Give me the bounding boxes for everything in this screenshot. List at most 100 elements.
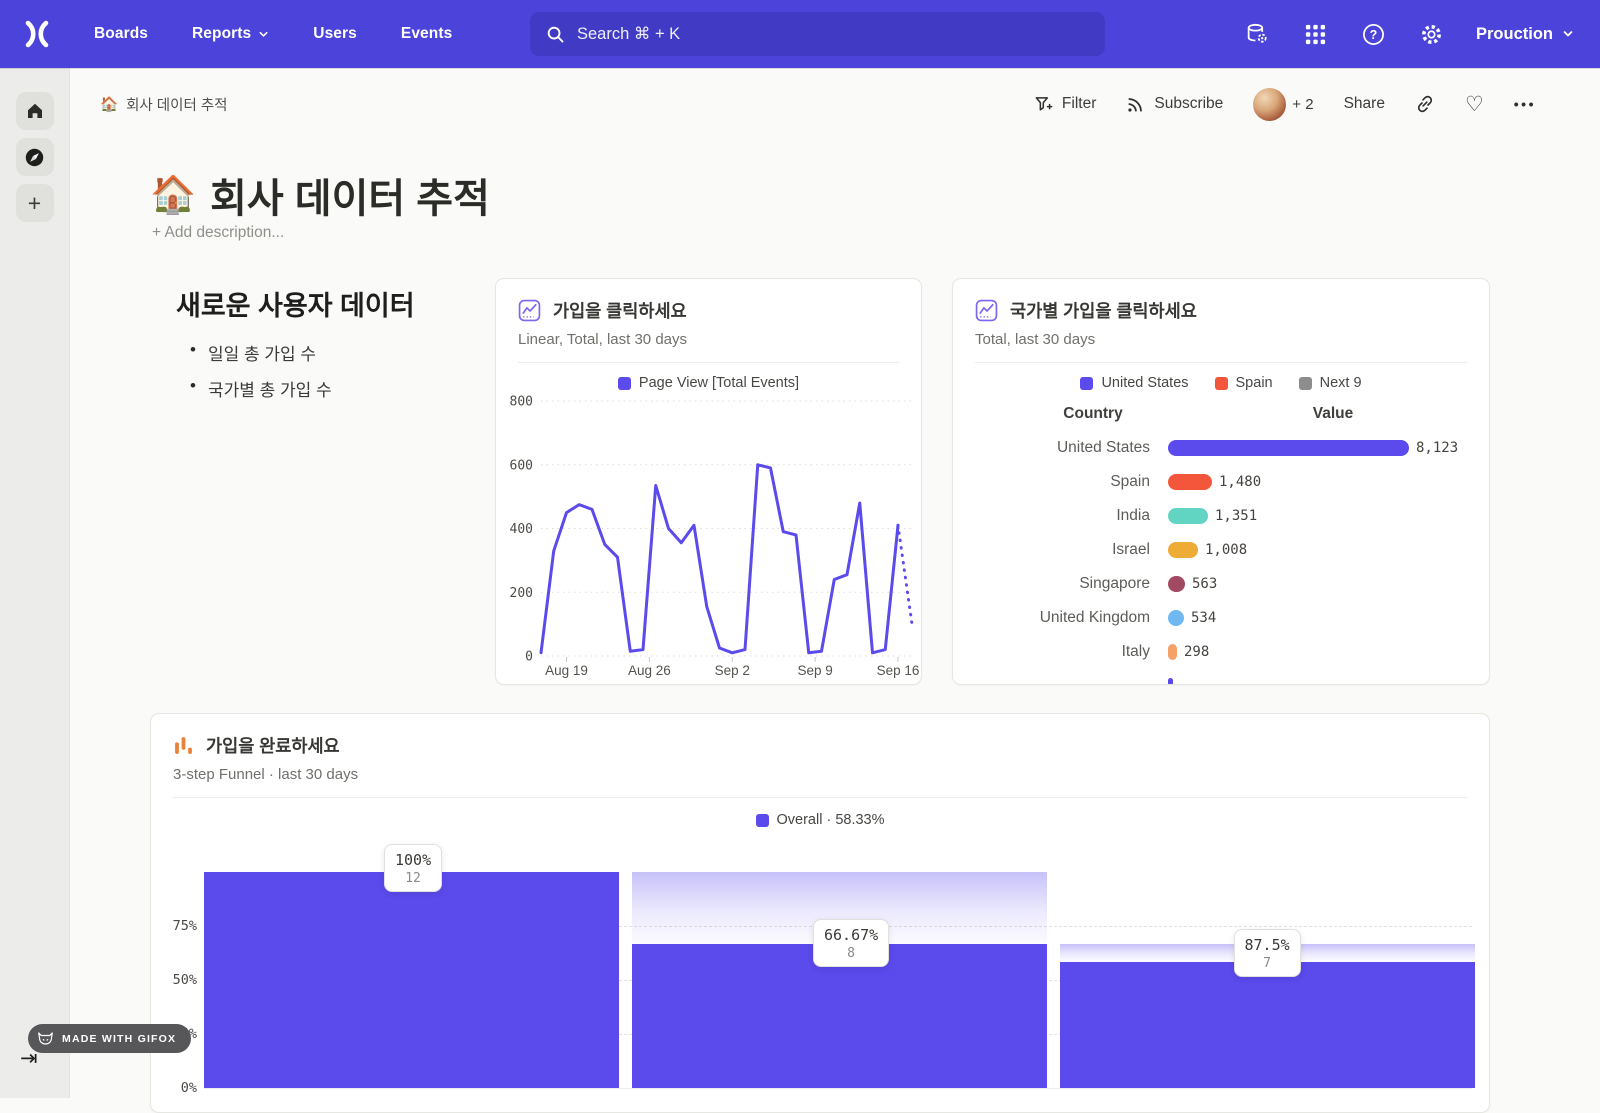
rss-icon <box>1128 97 1143 112</box>
nav-boards[interactable]: Boards <box>94 25 149 42</box>
country-bar[interactable] <box>1168 610 1184 626</box>
breadcrumb[interactable]: 🏠 회사 데이터 추적 <box>100 94 228 115</box>
country-label: India <box>1116 507 1150 524</box>
country-value: 1,008 <box>1205 542 1248 558</box>
home-button[interactable] <box>15 92 54 130</box>
help-icon[interactable]: ? <box>1360 21 1386 47</box>
svg-text:?: ? <box>1369 27 1377 41</box>
country-label: Spain <box>1110 473 1150 490</box>
bullet-item: 일일 총 가입 수 <box>190 340 332 365</box>
country-value: 534 <box>1191 610 1217 626</box>
legend-item: Spain <box>1214 375 1273 391</box>
nav-reports[interactable]: Reports <box>192 25 269 43</box>
value-column-header: Value <box>1312 405 1354 422</box>
gifox-badge: MADE WITH GIFOX <box>28 1024 192 1053</box>
more-button[interactable]: ••• <box>1514 96 1536 112</box>
funnel-tooltip: 66.67% 8 <box>813 919 890 967</box>
country-value: 298 <box>1184 644 1210 660</box>
country-bar[interactable] <box>1168 508 1208 524</box>
card-title: 가입을 완료하세요 <box>206 736 340 756</box>
country-label: Italy <box>1121 643 1150 660</box>
subscribe-button[interactable]: Subscribe <box>1126 95 1223 114</box>
line-projection <box>896 523 914 626</box>
country-value: 1,480 <box>1219 474 1262 490</box>
funnel-chart-icon <box>175 737 192 754</box>
plus-icon: + <box>27 189 42 216</box>
legend-label: Spain <box>1235 375 1273 391</box>
country-row: India 1,351 <box>953 499 1489 533</box>
country-bar[interactable] <box>1168 440 1409 456</box>
x-tick-label: Aug 19 <box>545 663 588 678</box>
tooltip-percent: 100% <box>395 851 432 869</box>
country-row: Israel 1,008 <box>953 533 1489 567</box>
card-subtitle: Linear, Total, last 30 days <box>518 331 899 363</box>
country-bar[interactable] <box>1168 576 1185 592</box>
link-icon <box>1417 95 1433 113</box>
y-tick-label: 75% <box>172 918 197 934</box>
primary-nav: Boards Reports Users Events <box>94 25 452 43</box>
tooltip-count: 7 <box>1263 956 1271 971</box>
search-icon <box>547 26 564 42</box>
line-chart-icon <box>975 299 998 322</box>
country-chart-card[interactable]: 국가별 가입을 클릭하세요 Total, last 30 days United… <box>952 278 1490 685</box>
gifox-label: MADE WITH GIFOX <box>62 1032 177 1045</box>
add-board-button[interactable]: + <box>15 184 54 222</box>
country-row: United States 8,123 <box>953 431 1489 465</box>
funnel-bar[interactable] <box>632 943 1047 1088</box>
favorite-button[interactable]: ♡ <box>1465 94 1484 115</box>
copy-link-button[interactable] <box>1415 94 1435 114</box>
funnel-bar[interactable] <box>1060 962 1475 1088</box>
mixpanel-logo[interactable] <box>22 19 52 49</box>
filter-label: Filter <box>1061 95 1097 112</box>
country-label: United States <box>1056 439 1150 456</box>
line-chart-plot[interactable]: 0 200 400 600 800 Aug 19 Aug 26 Sep 2 Sep 9 Sep 1… <box>496 391 922 685</box>
nav-right-cluster: ? Prouction <box>1244 0 1574 68</box>
country-bar[interactable] <box>1168 474 1212 490</box>
axis-baseline <box>204 1088 1472 1089</box>
filter-button[interactable]: Filter <box>1034 95 1096 114</box>
expand-sidebar-icon[interactable]: ⇥ <box>20 1047 38 1070</box>
funnel-tooltip: 87.5% 7 <box>1233 929 1301 977</box>
toolbar-actions: Filter Subscribe + 2 Share ♡ <box>1034 87 1536 121</box>
nav-reports-label: Reports <box>192 25 252 42</box>
country-bar[interactable] <box>1168 678 1173 684</box>
nav-events[interactable]: Events <box>400 25 453 42</box>
project-selector[interactable]: Prouction <box>1476 25 1574 44</box>
subscribe-label: Subscribe <box>1154 95 1224 112</box>
collaborators-count: + 2 <box>1292 95 1314 113</box>
country-bar[interactable] <box>1168 542 1198 558</box>
funnel-chart-card[interactable]: 가입을 완료하세요 3-step Funnel · last 30 days O… <box>150 713 1490 1113</box>
country-bar[interactable] <box>1168 644 1177 660</box>
top-nav: Boards Reports Users Events Search ⌘ + K <box>0 0 1600 68</box>
y-tick-label: 200 <box>510 586 533 601</box>
card-title: 가입을 클릭하세요 <box>553 301 687 321</box>
tooltip-count: 12 <box>405 871 421 886</box>
share-button[interactable]: Share <box>1344 95 1385 113</box>
left-sidebar: + ⇥ <box>0 68 70 1098</box>
page-title: 🏠 회사 데이터 추적 <box>150 166 490 224</box>
y-tick-label: 600 <box>510 458 533 473</box>
y-tick-label: 0% <box>180 1080 197 1096</box>
collaborators[interactable]: + 2 <box>1253 87 1314 121</box>
x-tick-label: Aug 26 <box>628 663 671 678</box>
line-series[interactable] <box>539 463 900 655</box>
legend-swatch <box>755 813 769 827</box>
legend-label: United States <box>1101 375 1189 391</box>
nav-users[interactable]: Users <box>313 25 357 42</box>
board-toolbar: 🏠 회사 데이터 추적 Filter Subscribe + 2 Share <box>70 68 1600 140</box>
column-headers: Country Value <box>953 405 1489 423</box>
apps-grid-icon[interactable] <box>1302 21 1328 47</box>
country-rows: United States 8,123 Spain 1,480 India 1,351 Is… <box>953 431 1489 684</box>
legend-label: Next 9 <box>1319 375 1362 391</box>
line-chart-card[interactable]: 가입을 클릭하세요 Linear, Total, last 30 days Pa… <box>495 278 922 685</box>
ellipsis-icon: ••• <box>1513 96 1536 112</box>
country-label: Singapore <box>1079 575 1150 592</box>
funnel-bar[interactable] <box>204 872 619 1088</box>
search-input[interactable]: Search ⌘ + K <box>530 12 1105 56</box>
data-management-icon[interactable] <box>1244 21 1270 47</box>
country-row: Singapore 563 <box>953 567 1489 601</box>
settings-gear-icon[interactable] <box>1418 21 1444 47</box>
add-description-button[interactable]: + Add description... <box>152 224 285 241</box>
explore-button[interactable] <box>15 138 54 176</box>
